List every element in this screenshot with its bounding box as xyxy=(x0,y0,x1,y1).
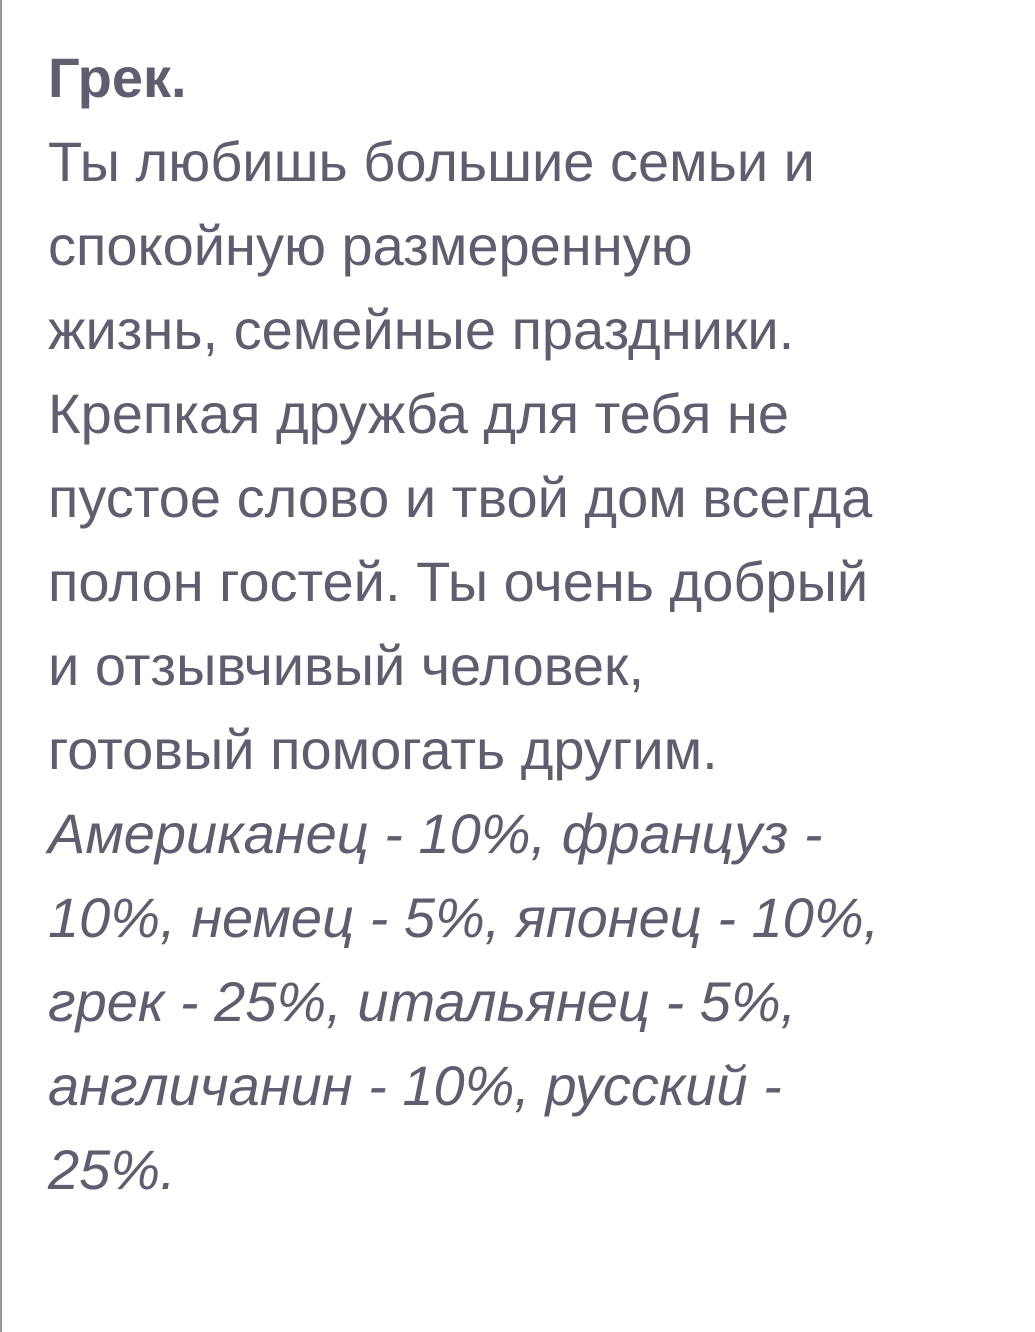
description-line: спокойную размеренную xyxy=(48,214,693,277)
description: Ты любишь большие семьи и спокойную разм… xyxy=(48,120,1035,792)
description-line: Крепкая дружба для тебя не xyxy=(48,382,789,445)
percentage-line: англичанин - 10%, русский - xyxy=(48,1054,782,1117)
result-title: Грек. xyxy=(48,46,187,109)
description-line: готовый помогать другим. xyxy=(48,718,718,781)
description-line: жизнь, семейные праздники. xyxy=(48,298,795,361)
description-line: полон гостей. Ты очень добрый xyxy=(48,550,869,613)
post-text: Грек. Ты любишь большие семьи и спокойну… xyxy=(48,36,1035,1212)
percentage-line: Американец - 10%, француз - xyxy=(48,802,823,865)
left-border xyxy=(0,0,2,1332)
percentage-line: грек - 25%, итальянец - 5%, xyxy=(48,970,797,1033)
description-line: пустое слово и твой дом всегда xyxy=(48,466,873,529)
percentages: Американец - 10%, француз - 10%, немец -… xyxy=(48,792,1035,1212)
percentage-line: 25%. xyxy=(48,1138,176,1201)
description-line: Ты любишь большие семьи и xyxy=(48,130,815,193)
percentage-line: 10%, немец - 5%, японец - 10%, xyxy=(48,886,880,949)
description-line: и отзывчивый человек, xyxy=(48,634,645,697)
